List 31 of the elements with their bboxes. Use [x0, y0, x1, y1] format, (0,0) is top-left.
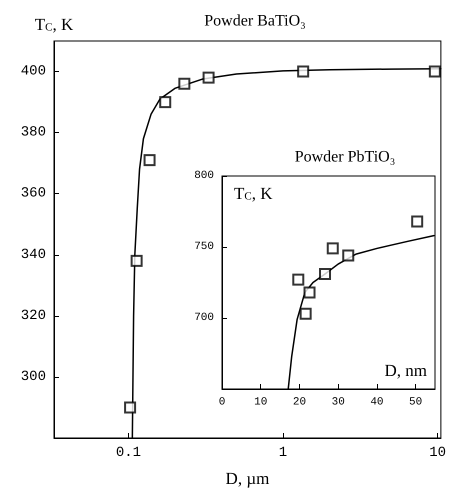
- point: [319, 268, 332, 280]
- point: [342, 250, 354, 262]
- x-axis-title: D, nm: [384, 361, 427, 380]
- point: [326, 242, 339, 254]
- y-tick-label: 360: [20, 186, 46, 202]
- y-axis-title: TC, K: [234, 184, 274, 203]
- x-axis-title: D, µm: [226, 469, 270, 488]
- chart-title: Powder BaTiO₃: [204, 12, 306, 30]
- x-tick-label: 20: [292, 396, 306, 408]
- point: [304, 286, 316, 298]
- point: [300, 308, 312, 320]
- y-tick-label: 400: [20, 64, 46, 80]
- x-tick-label: 10: [429, 445, 446, 461]
- y-tick-label: 800: [194, 170, 214, 182]
- y-axis-title: TC, K: [34, 15, 74, 34]
- x-tick-label: 10: [254, 396, 268, 408]
- y-tick-label: 750: [194, 241, 214, 253]
- point: [292, 274, 304, 286]
- x-tick-label: 50: [409, 396, 422, 408]
- x-tick-label: 1: [278, 445, 288, 461]
- y-tick-label: 300: [20, 368, 46, 385]
- y-tick-label: 380: [20, 124, 46, 141]
- x-tick-label: 40: [370, 396, 384, 408]
- chart-title: Powder PbTiO₃: [294, 148, 396, 166]
- x-tick-label: 30: [332, 396, 345, 408]
- point: [411, 215, 424, 228]
- y-tick-label: 320: [20, 308, 46, 324]
- y-tick-label: 700: [194, 312, 214, 324]
- x-tick-label: 0: [218, 396, 226, 408]
- y-tick-label: 340: [20, 246, 46, 263]
- x-tick-label: 0.1: [116, 445, 142, 461]
